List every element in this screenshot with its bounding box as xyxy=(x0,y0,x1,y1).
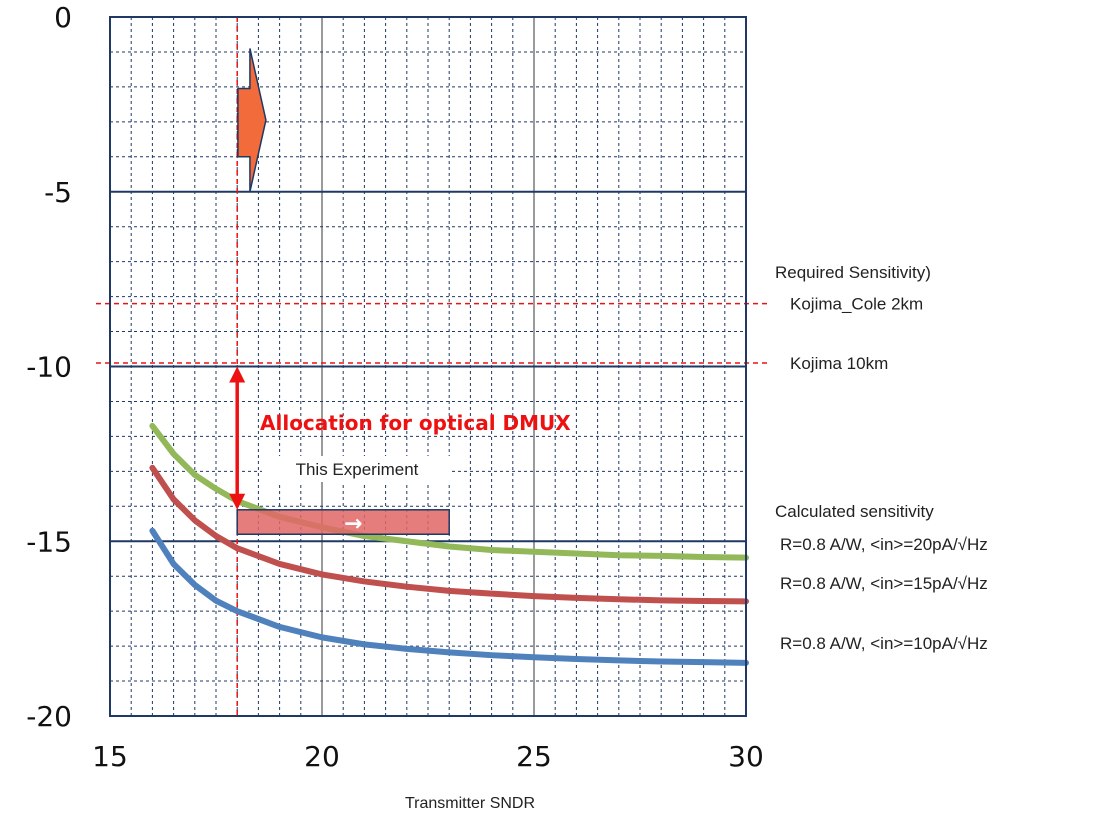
tick-labels: 15 20 25 30 0 -5 -10 -15 -20 xyxy=(26,1,764,773)
experiment-arrow: → xyxy=(344,511,362,536)
allocation-label: Allocation for optical DMUX xyxy=(260,411,571,435)
grid xyxy=(109,16,747,717)
legend-heading-required: Required Sensitivity) xyxy=(775,263,931,282)
x-axis-label: Transmitter SNDR xyxy=(405,795,535,812)
x-tick-label: 15 xyxy=(92,740,128,773)
x-tick-label: 20 xyxy=(304,740,340,773)
plot-frame xyxy=(109,16,747,717)
y-tick-label: -15 xyxy=(26,525,72,558)
reference-line-label: Kojima_Cole 2km xyxy=(790,295,923,314)
legend-entry: R=0.8 A/W, <in>=20pA/√Hz xyxy=(780,535,988,554)
y-tick-label: -20 xyxy=(26,700,72,733)
annotations: R=0.8 A/W, <in>=20pA/√Hz R=0.8 A/W, <in>=… xyxy=(229,48,988,653)
y-tick-label: -10 xyxy=(26,351,72,384)
legend-entry: R=0.8 A/W, <in>=10pA/√Hz xyxy=(780,634,988,653)
allocation-arrow-head-bottom xyxy=(229,493,246,510)
series-lines xyxy=(149,422,749,666)
series-line xyxy=(149,422,749,561)
y-tick-label: 0 xyxy=(54,1,72,34)
legend-entry: R=0.8 A/W, <in>=15pA/√Hz xyxy=(780,574,988,593)
experiment-label: This Experiment xyxy=(296,460,419,479)
series-line xyxy=(149,464,749,605)
reference-line-label: Kojima 10km xyxy=(790,354,888,373)
x-tick-label: 25 xyxy=(516,740,552,773)
experiment-box xyxy=(236,509,450,536)
y-tick-label: -5 xyxy=(44,176,72,209)
experiment-label-bg xyxy=(262,456,452,482)
reference-lines: Kojima_Cole 2km Kojima 10km xyxy=(96,17,923,716)
legend-heading-calculated: Calculated sensitivity xyxy=(775,502,934,521)
block-arrow xyxy=(237,48,267,192)
x-tick-label: 30 xyxy=(728,740,764,773)
series-line xyxy=(149,527,749,666)
allocation-arrow-head-top xyxy=(229,366,246,383)
